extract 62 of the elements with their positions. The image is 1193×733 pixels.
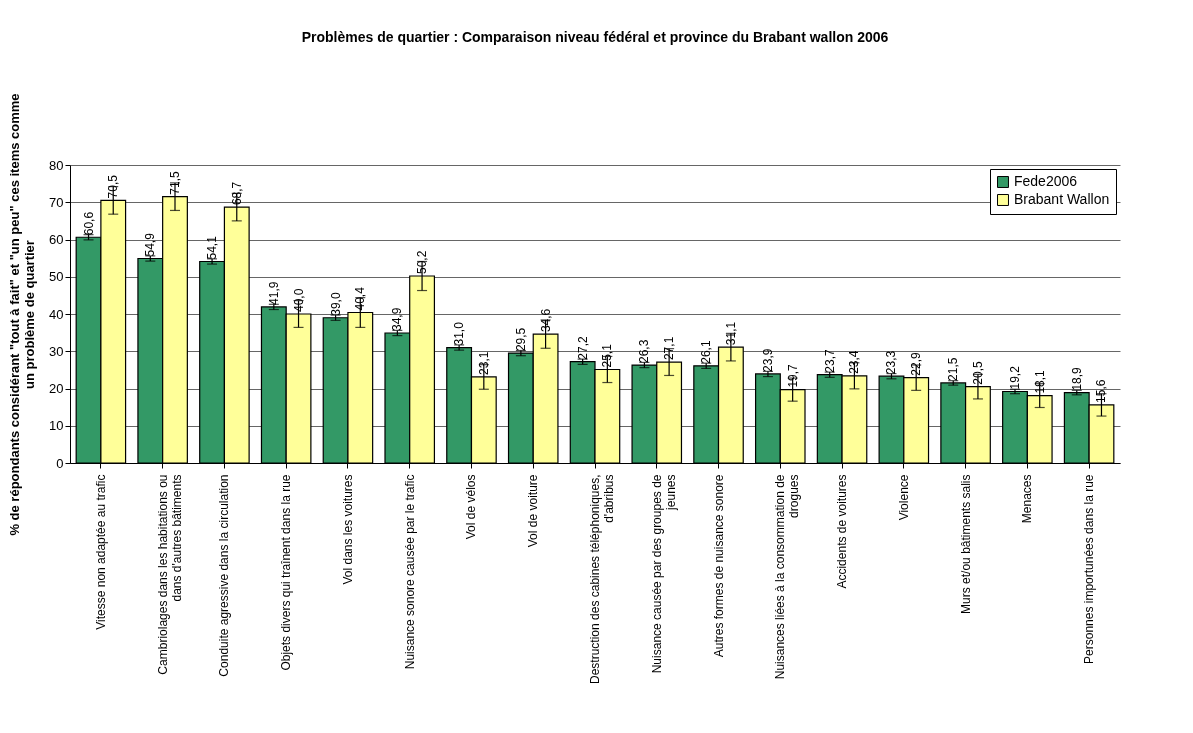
data-label: 54,1 xyxy=(205,235,220,260)
data-label: 40,4 xyxy=(353,286,368,311)
data-label: 71,5 xyxy=(168,170,182,195)
x-tick-label: Nuisances liées à la consommation de drogues xyxy=(773,474,802,680)
x-tick-label: Vol de voiture xyxy=(526,474,541,548)
data-label: 31,1 xyxy=(723,321,738,346)
data-label: 31,0 xyxy=(452,321,467,346)
data-label: 26,1 xyxy=(699,340,714,364)
x-tick-label: Vitesse non adaptée au trafic xyxy=(93,474,108,630)
data-label: 50,2 xyxy=(415,250,430,275)
y-tick-label: 20 xyxy=(49,381,64,396)
y-tick-label: 30 xyxy=(49,343,64,359)
data-label: 23,3 xyxy=(884,350,899,375)
y-tick-label: 40 xyxy=(49,306,64,322)
x-tick-label: Vol dans les voitures xyxy=(340,474,355,585)
data-label: 60,6 xyxy=(81,211,96,236)
x-tick-label: Destruction des cabines téléphoniques, d'abribus xyxy=(588,474,616,684)
data-label: 29,5 xyxy=(513,327,528,352)
data-label: 27,2 xyxy=(575,336,590,360)
data-label: 39,0 xyxy=(328,292,343,316)
y-tick-label: 0 xyxy=(56,455,64,471)
y-tick-label: 70 xyxy=(49,194,64,210)
data-label: 34,9 xyxy=(390,307,405,331)
x-tick-label: Murs et/ou bâtiments salis xyxy=(958,474,973,614)
data-label: 18,1 xyxy=(1032,369,1047,394)
data-label: 20,5 xyxy=(970,360,985,385)
x-tick-label: Conduite agressive dans la circulation xyxy=(217,474,232,677)
x-tick-label: Violence xyxy=(896,474,911,521)
x-tick-label: Cambriolages dans les habitations ou dans d'autres bâtiments xyxy=(155,474,184,675)
data-label: 41,9 xyxy=(266,281,281,305)
data-label: 19,7 xyxy=(785,363,800,388)
data-label: 23,7 xyxy=(822,349,837,373)
x-tick-label: Accidents de voitures xyxy=(835,474,850,589)
data-label: 15,6 xyxy=(1094,379,1109,403)
x-tick-label: Nuisance sonore causée par le trafic xyxy=(402,474,417,670)
data-label: 23,1 xyxy=(476,351,491,375)
data-label: 23,4 xyxy=(847,350,862,374)
y-axis-title: % de répondants considérant "tout à fait" et "un peu" ces items comme un problème de quartier xyxy=(7,93,38,536)
data-label: 26,3 xyxy=(637,339,652,364)
data-label: 19,2 xyxy=(1008,365,1022,390)
data-label: 54,9 xyxy=(143,232,158,257)
y-tick-label: 10 xyxy=(49,418,64,434)
x-tick-label: Nuisance causée par des groupes de jeunes xyxy=(649,474,678,674)
data-label: 70,5 xyxy=(106,174,121,199)
x-tick-label: Vol de vélos xyxy=(464,474,479,540)
legend-label: Fede2006 xyxy=(1014,173,1078,189)
x-tick-label: Objets divers qui traînent dans la rue xyxy=(279,474,294,671)
y-tick-label: 60 xyxy=(49,232,64,247)
data-label: 68,7 xyxy=(229,181,244,206)
y-tick-label: 50 xyxy=(49,269,64,285)
legend-label: Brabant Wallon xyxy=(1014,191,1110,207)
data-label: 27,1 xyxy=(662,336,677,361)
x-tick-label: Menaces xyxy=(1020,474,1035,524)
data-label: 22,9 xyxy=(909,352,924,376)
data-label: 25,1 xyxy=(600,343,615,368)
y-tick-label: 80 xyxy=(49,157,64,173)
chart-title: Problèmes de quartier : Comparaison niveau fédéral et province du Brabant wallon 2006 xyxy=(301,28,889,45)
data-label: 18,9 xyxy=(1069,366,1084,391)
data-label: 23,9 xyxy=(760,348,775,372)
x-tick-label: Autres formes de nuisance sonore xyxy=(711,474,726,658)
data-label: 21,5 xyxy=(946,357,961,381)
x-tick-label: Personnes importunées dans la rue xyxy=(1082,474,1097,664)
